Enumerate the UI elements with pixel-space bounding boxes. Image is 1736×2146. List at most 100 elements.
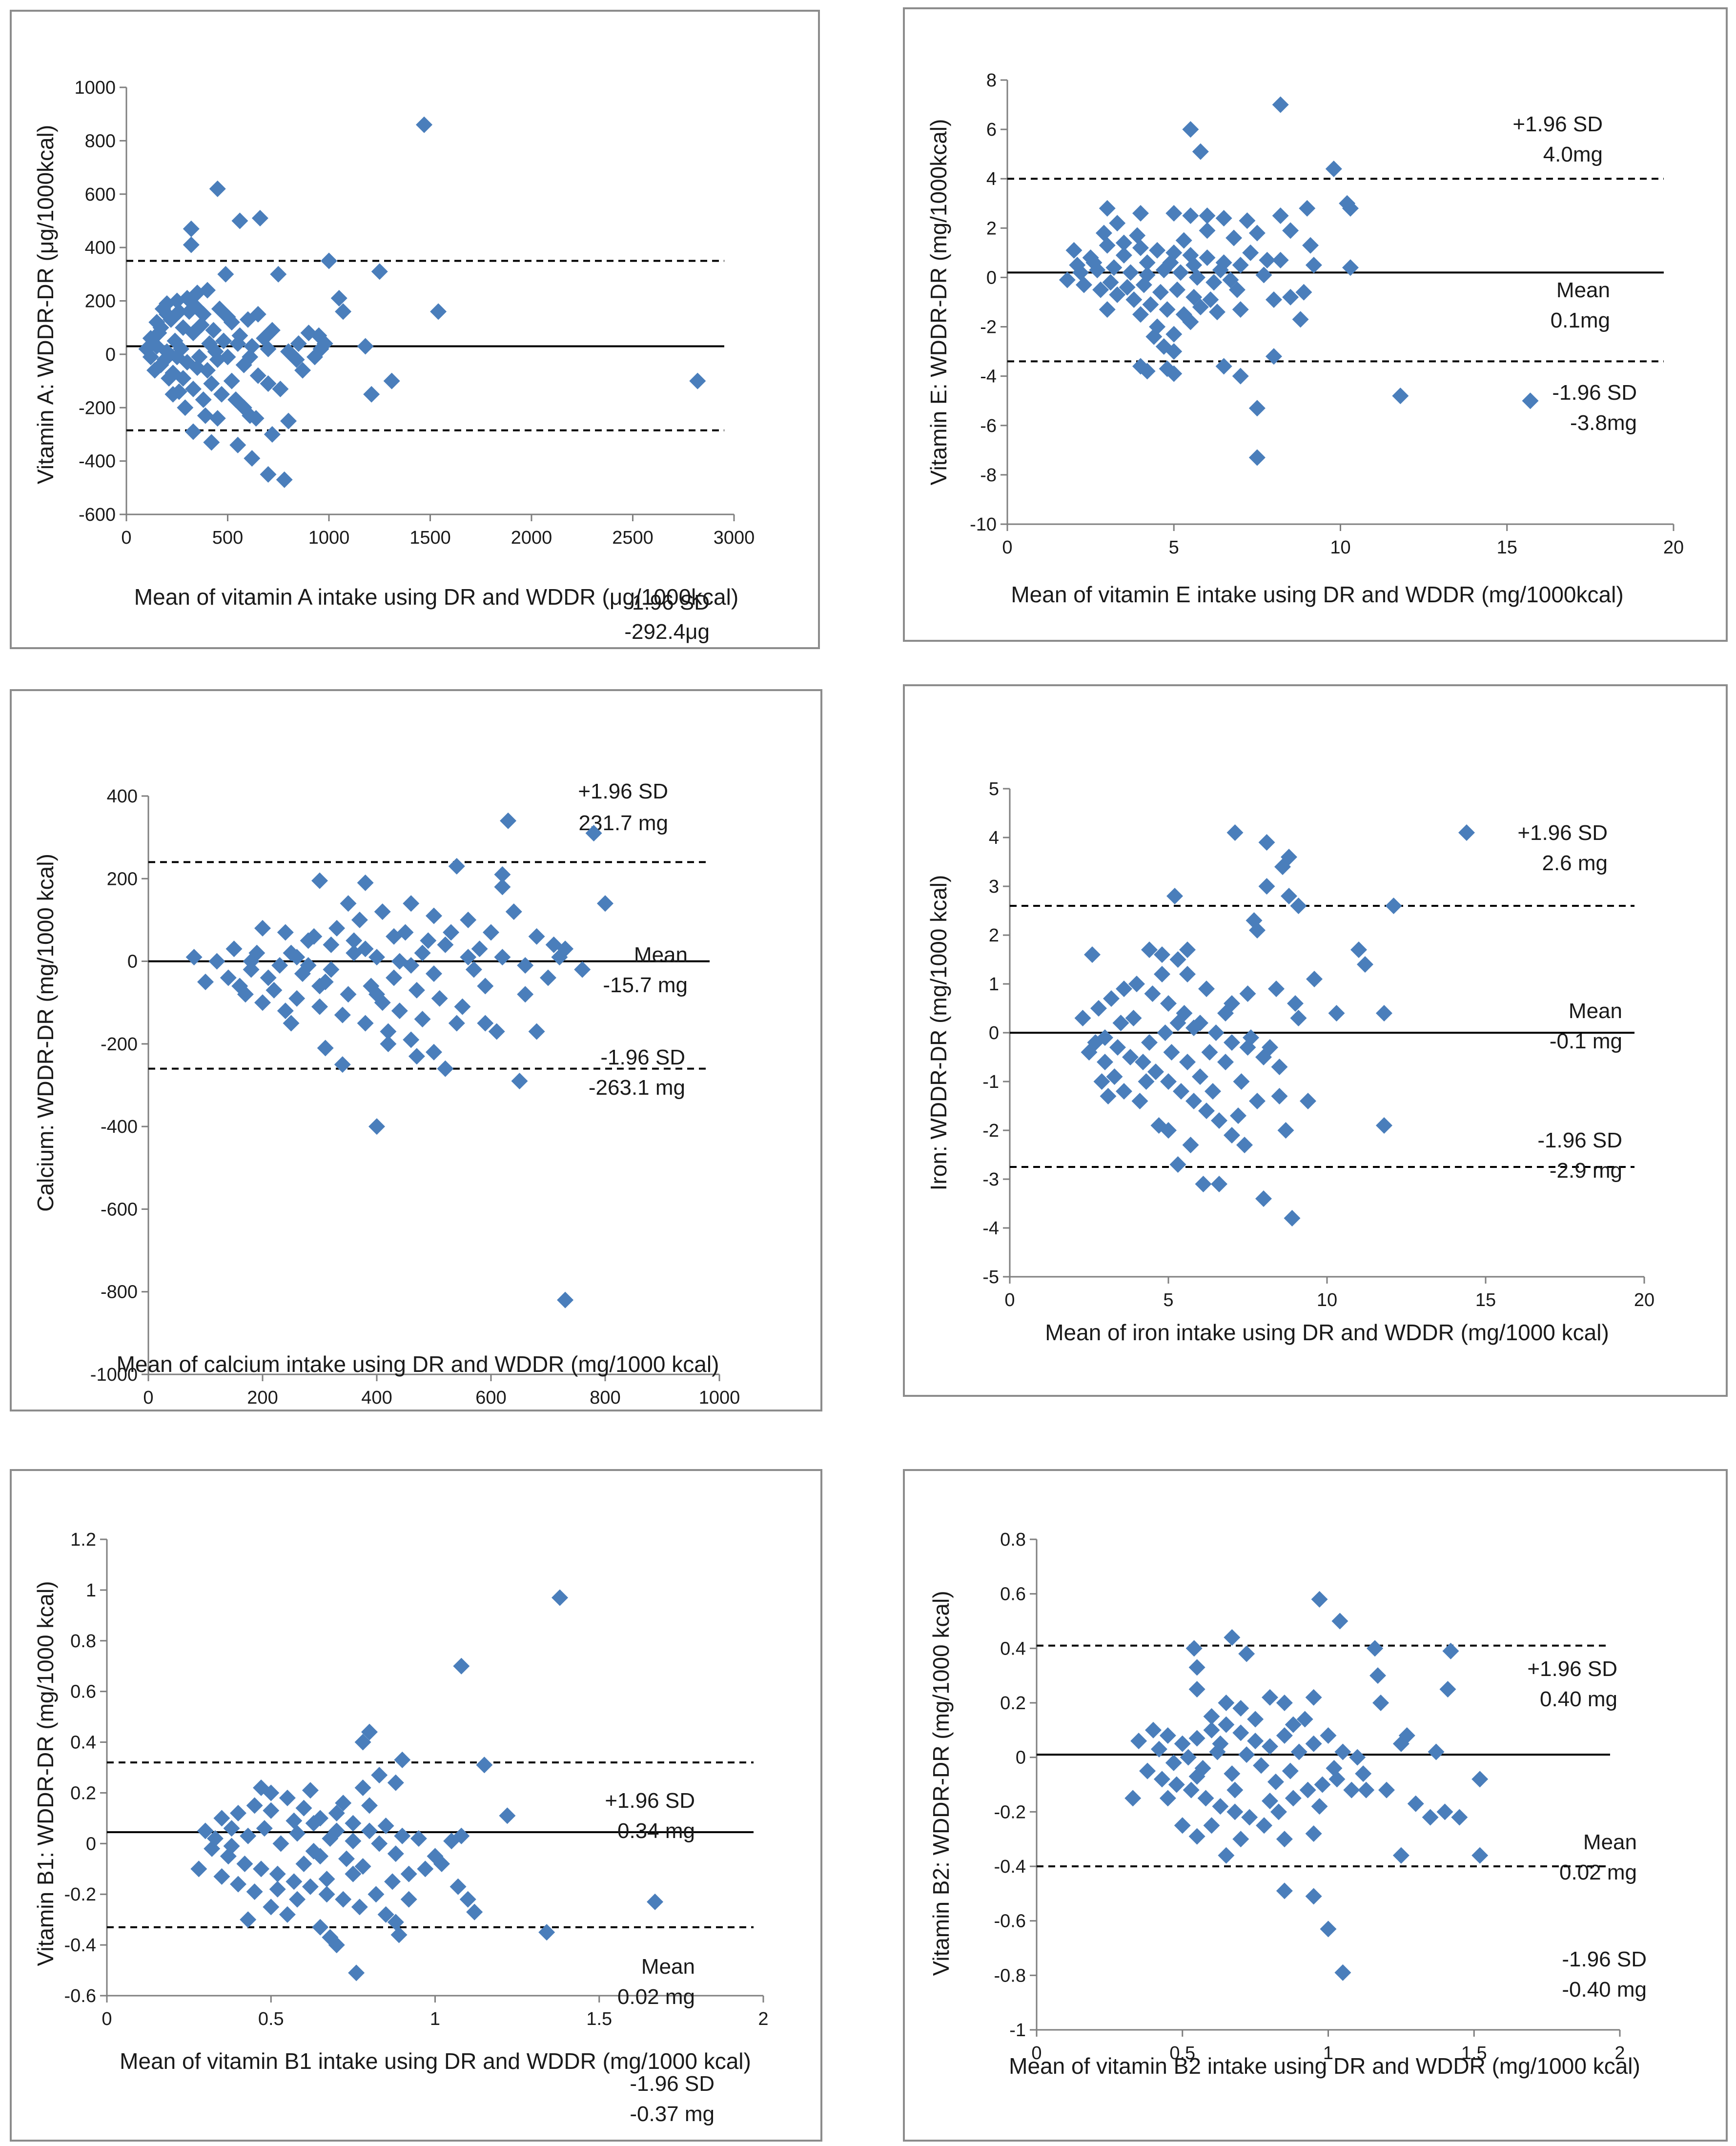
x-tick-label: 5	[1169, 537, 1179, 558]
data-point	[264, 426, 281, 443]
data-point	[1093, 1073, 1110, 1090]
data-point	[374, 903, 391, 920]
upper-limit-label: +1.96 SD	[1517, 821, 1608, 845]
data-point	[269, 1865, 286, 1882]
data-point	[1226, 1803, 1244, 1820]
data-point	[1160, 995, 1177, 1012]
chart-panel-vitamin-b1: -0.6 -0.4 -0.2 0 0.2 0.4 0.6 0.8 1 1.2 0 0.5 1 1.5 2 +1…	[10, 1469, 822, 2142]
data-point	[417, 1860, 434, 1878]
data-point	[1195, 1176, 1212, 1192]
data-point	[1439, 1681, 1456, 1698]
data-point	[340, 895, 357, 912]
data-point	[1202, 291, 1219, 308]
y-tick-label: -200	[101, 1034, 138, 1055]
data-point	[371, 1767, 388, 1784]
data-point	[321, 252, 337, 269]
y-tick-label: -3	[982, 1169, 999, 1190]
data-point	[384, 1873, 401, 1890]
data-point	[335, 1795, 352, 1812]
data-point	[230, 1805, 246, 1821]
data-point	[1253, 1757, 1270, 1774]
data-point	[1266, 291, 1282, 308]
data-point	[1256, 1817, 1273, 1834]
data-point	[1185, 257, 1203, 274]
x-tick-label: 1.5	[586, 2009, 612, 2029]
data-point	[335, 1891, 352, 1908]
data-point	[1355, 1765, 1372, 1782]
data-point	[368, 949, 385, 966]
data-point	[1198, 981, 1215, 997]
data-point	[193, 316, 210, 333]
data-point	[460, 911, 477, 928]
y-tick-label: -8	[980, 465, 997, 486]
data-point	[1350, 941, 1367, 958]
data-point	[1168, 1776, 1185, 1793]
y-tick-label: -1	[1009, 2020, 1026, 2041]
data-point	[1285, 1790, 1302, 1807]
data-point	[1305, 1735, 1322, 1752]
x-tick-label: 200	[247, 1388, 278, 1408]
y-tick-label: 5	[989, 779, 999, 799]
y-axis-label: Iron: WDDR-DR (mg/1000 kcal)	[926, 875, 951, 1191]
data-point	[1081, 1044, 1098, 1061]
data-point	[260, 466, 277, 483]
data-point	[1069, 257, 1086, 274]
data-point	[1163, 1044, 1180, 1061]
data-point	[1376, 1005, 1392, 1022]
data-point	[390, 1926, 408, 1943]
y-tick-label: 0.8	[70, 1631, 96, 1652]
data-point	[1290, 1010, 1307, 1026]
data-point	[477, 1015, 494, 1032]
data-point	[1224, 1629, 1241, 1646]
data-point	[240, 1911, 257, 1928]
data-point	[263, 1899, 280, 1916]
data-point	[260, 969, 277, 986]
data-point	[361, 1797, 378, 1814]
data-point	[323, 961, 340, 978]
data-point	[276, 471, 293, 488]
data-point	[1268, 981, 1285, 997]
data-point	[223, 1838, 240, 1855]
data-point	[1522, 392, 1539, 409]
lower-limit-label: -1.96 SD	[600, 1045, 685, 1069]
data-point	[377, 1817, 394, 1834]
data-point	[1392, 388, 1409, 405]
data-point	[1102, 274, 1119, 291]
data-point	[270, 266, 287, 283]
data-point	[1243, 1029, 1259, 1046]
data-point	[1203, 1721, 1220, 1738]
data-point	[295, 1855, 312, 1872]
data-point	[1328, 1005, 1345, 1022]
data-point	[1217, 1054, 1234, 1070]
mean-label: Mean	[641, 1955, 695, 1979]
data-point	[1314, 1776, 1331, 1793]
data-point	[1109, 286, 1126, 303]
data-point	[249, 306, 266, 323]
lower-limit-label: -0.37 mg	[630, 2102, 715, 2126]
data-point	[394, 1751, 411, 1768]
data-point	[263, 1784, 280, 1801]
data-point	[231, 327, 248, 344]
data-point	[246, 1883, 263, 1901]
data-point	[300, 957, 317, 974]
data-point	[357, 874, 374, 891]
data-point	[1270, 1803, 1287, 1820]
x-tick-label: 1	[1323, 2043, 1333, 2064]
data-point	[254, 920, 271, 937]
data-point	[1150, 1740, 1167, 1758]
data-point	[351, 911, 368, 928]
data-point	[1132, 205, 1149, 222]
data-point	[1357, 956, 1373, 973]
data-point	[426, 1043, 442, 1061]
data-point	[302, 1782, 319, 1799]
data-point	[1135, 1054, 1151, 1070]
data-point	[272, 1835, 289, 1852]
data-point	[1179, 941, 1196, 958]
data-point	[1212, 1798, 1229, 1815]
data-point	[227, 391, 245, 408]
data-point	[289, 1825, 306, 1842]
data-point	[1334, 1964, 1351, 1981]
data-point	[1241, 1809, 1258, 1826]
data-point	[1306, 971, 1323, 987]
y-tick-label: 600	[85, 184, 116, 205]
